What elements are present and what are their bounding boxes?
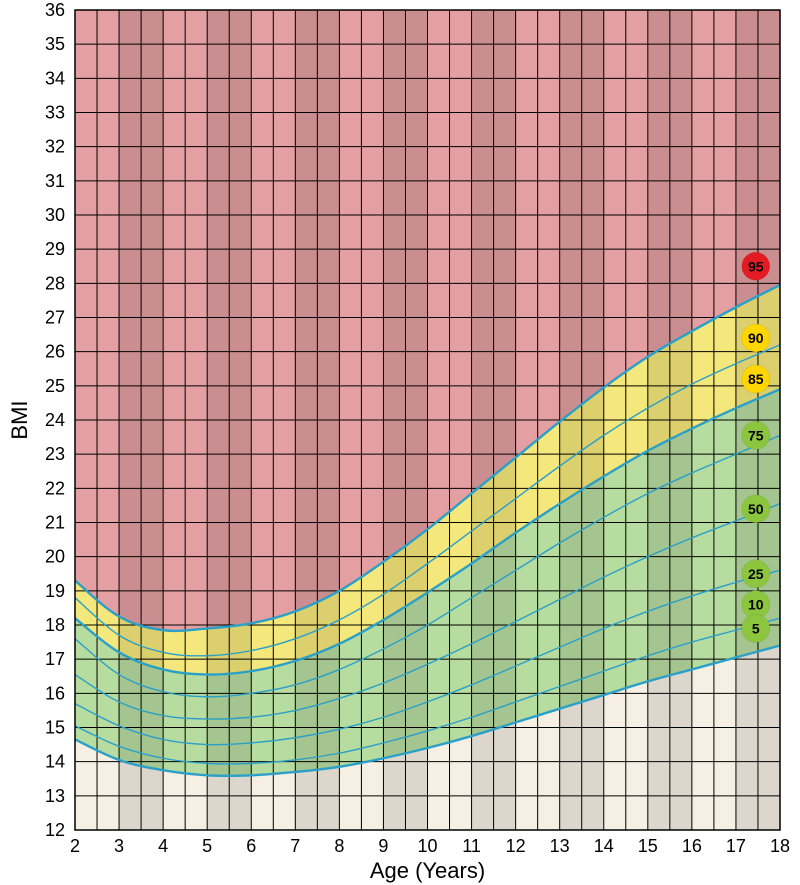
percentile-marker-label-95: 95: [748, 258, 764, 274]
x-tick-label: 17: [726, 836, 746, 856]
y-tick-label: 26: [45, 342, 65, 362]
x-axis-label: Age (Years): [370, 858, 485, 883]
x-tick-label: 5: [202, 836, 212, 856]
x-tick-label: 12: [506, 836, 526, 856]
y-tick-label: 21: [45, 513, 65, 533]
y-tick-label: 16: [45, 683, 65, 703]
plot-area: [75, 10, 780, 830]
y-tick-label: 22: [45, 478, 65, 498]
x-tick-label: 4: [158, 836, 168, 856]
y-tick-label: 25: [45, 376, 65, 396]
bmi-percentile-chart: 2345678910111213141516171812131415161718…: [0, 0, 800, 885]
y-tick-label: 14: [45, 752, 65, 772]
x-tick-label: 7: [290, 836, 300, 856]
percentile-marker-label-90: 90: [748, 330, 764, 346]
y-tick-label: 20: [45, 547, 65, 567]
y-tick-label: 18: [45, 615, 65, 635]
percentile-marker-label-25: 25: [748, 566, 764, 582]
y-tick-label: 35: [45, 34, 65, 54]
percentile-marker-label-85: 85: [748, 371, 764, 387]
x-tick-label: 18: [770, 836, 790, 856]
x-tick-label: 8: [334, 836, 344, 856]
percentile-marker-label-5: 5: [752, 620, 760, 636]
x-tick-label: 14: [594, 836, 614, 856]
x-tick-label: 6: [246, 836, 256, 856]
y-tick-label: 32: [45, 137, 65, 157]
y-tick-label: 28: [45, 273, 65, 293]
x-tick-label: 10: [417, 836, 437, 856]
x-tick-label: 2: [70, 836, 80, 856]
x-tick-label: 11: [462, 836, 481, 856]
x-tick-label: 9: [378, 836, 388, 856]
y-tick-label: 19: [45, 581, 65, 601]
chart-svg: 2345678910111213141516171812131415161718…: [0, 0, 800, 885]
percentile-marker-label-75: 75: [748, 427, 764, 443]
y-tick-label: 34: [45, 68, 65, 88]
y-tick-label: 23: [45, 444, 65, 464]
y-tick-label: 27: [45, 308, 65, 328]
y-tick-label: 13: [45, 786, 65, 806]
x-tick-label: 15: [638, 836, 658, 856]
y-tick-label: 33: [45, 103, 65, 123]
x-tick-label: 13: [550, 836, 570, 856]
percentile-marker-label-10: 10: [748, 597, 764, 613]
x-tick-label: 3: [114, 836, 124, 856]
percentile-marker-label-50: 50: [748, 501, 764, 517]
x-tick-label: 16: [682, 836, 702, 856]
y-tick-label: 12: [45, 820, 65, 840]
y-tick-label: 24: [45, 410, 65, 430]
y-tick-label: 17: [45, 649, 65, 669]
y-tick-label: 36: [45, 0, 65, 20]
y-tick-label: 15: [45, 718, 65, 738]
y-tick-label: 31: [45, 171, 65, 191]
y-tick-label: 30: [45, 205, 65, 225]
y-tick-label: 29: [45, 239, 65, 259]
y-axis-label: BMI: [7, 400, 32, 439]
